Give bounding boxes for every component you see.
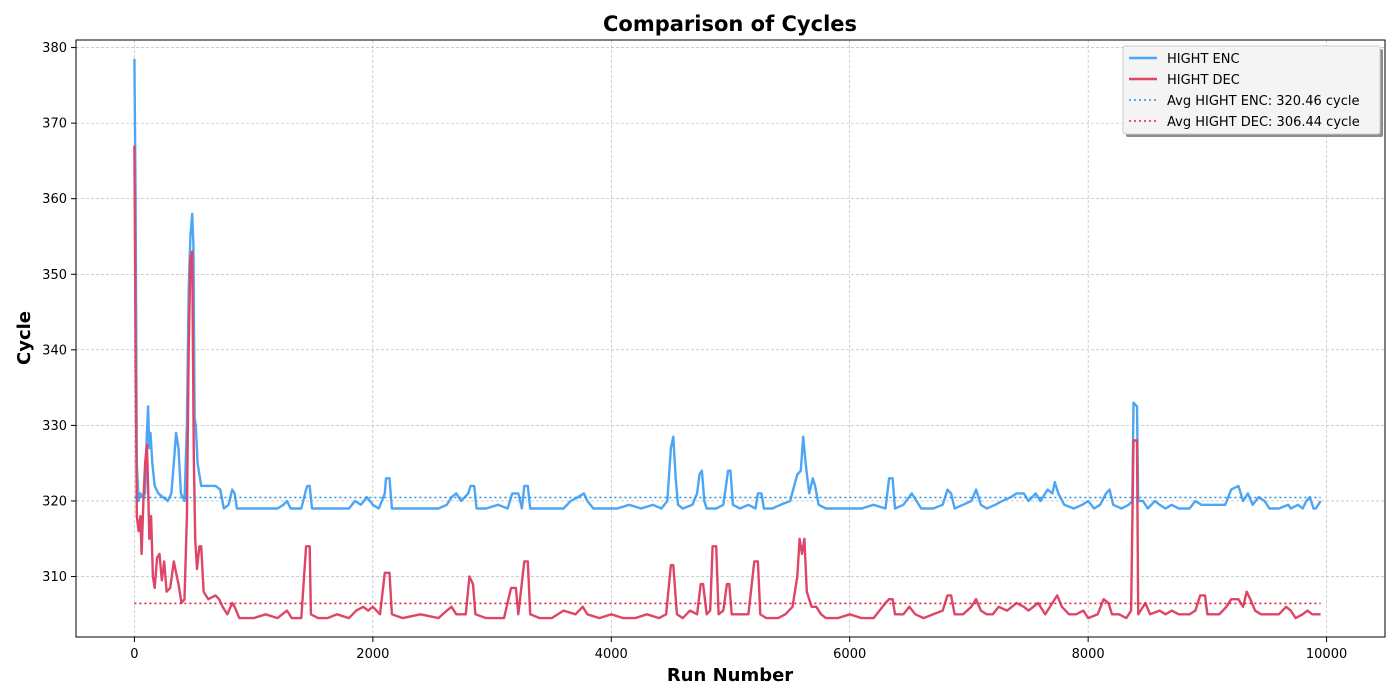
x-tick-label: 8000 [1072,647,1105,662]
legend-label: Avg HIGHT ENC: 320.46 cycle [1167,94,1360,109]
x-tick-label: 4000 [595,647,628,662]
x-tick-label: 10000 [1306,647,1347,662]
series-line-0 [133,58,1322,510]
plot-frame [75,39,1386,638]
y-tick-label: 360 [42,192,67,207]
legend-box [1122,45,1381,135]
x-tick-label: 2000 [356,647,389,662]
y-tick-label: 380 [42,41,67,56]
y-tick-label: 310 [42,570,67,585]
y-tick-label: 330 [42,419,67,434]
legend-label: HIGHT DEC [1167,73,1240,88]
legend-label: HIGHT ENC [1167,52,1240,67]
legend-label: Avg HIGHT DEC: 306.44 cycle [1167,115,1360,130]
y-tick-label: 340 [42,343,67,358]
y-axis-label: Cycle [14,311,35,365]
x-axis-label: Run Number [667,665,793,686]
y-tick-label: 320 [42,494,67,509]
axis-ticks: 0 2000 4000 6000 8000 10000 310 320 330 340 350 360… [42,41,1347,662]
chart-title: Comparison of Cycles [603,12,857,36]
y-tick-label: 370 [42,117,67,132]
x-tick-label: 0 [130,647,138,662]
series-line-1 [133,145,1321,620]
series-lines [133,58,1322,620]
legend: HIGHT ENC HIGHT DEC Avg HIGHT ENC: 320.46 … [1122,45,1383,137]
x-tick-label: 6000 [833,647,866,662]
y-tick-label: 350 [42,268,67,283]
